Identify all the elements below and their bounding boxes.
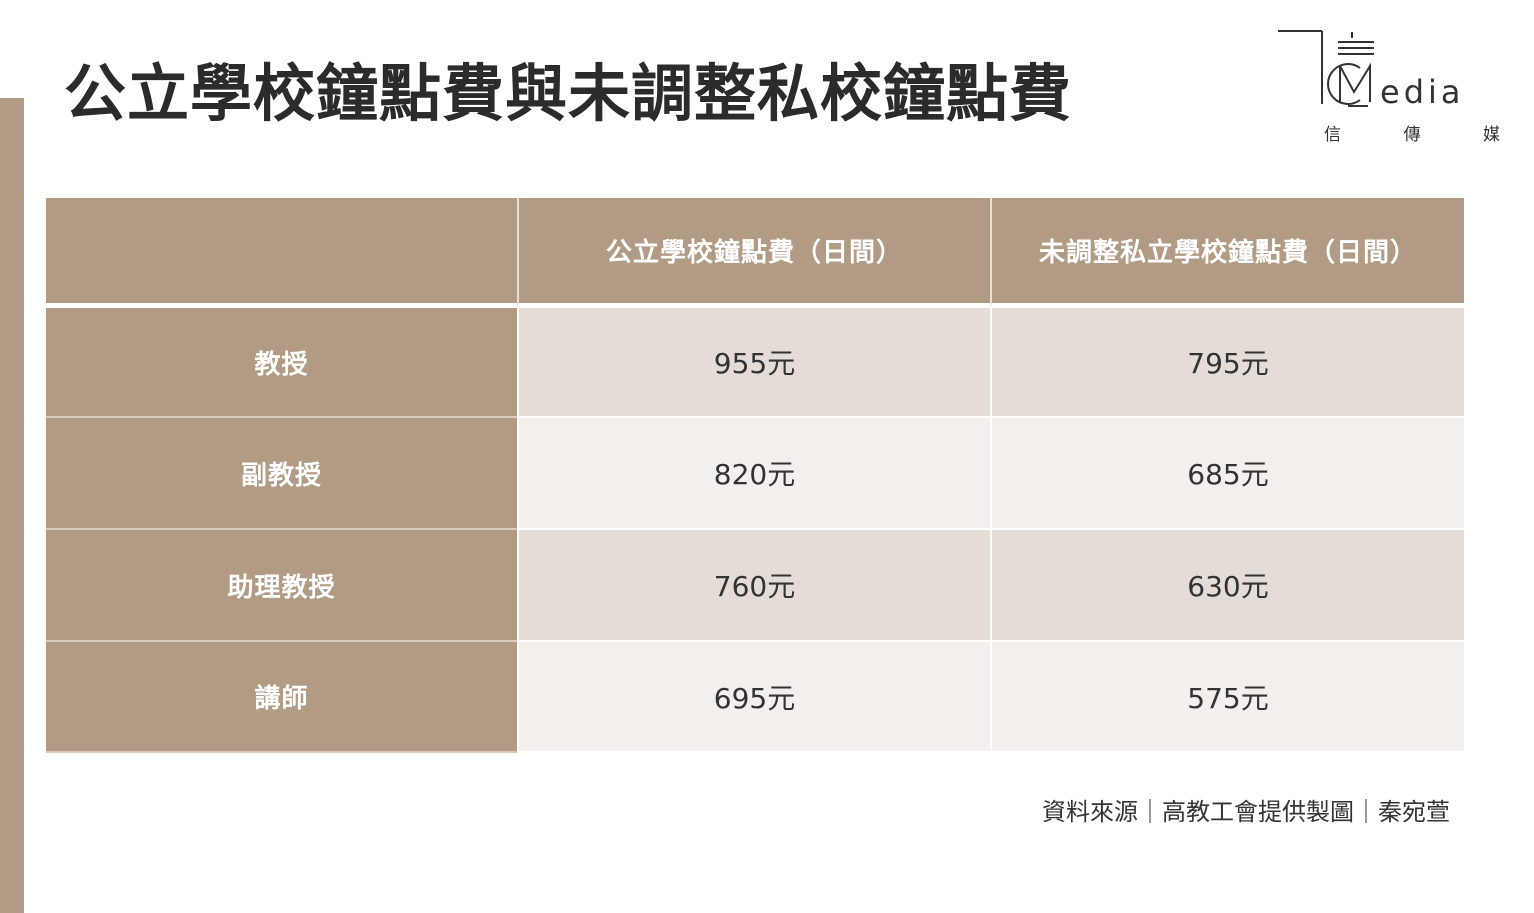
table-cell: 795元	[990, 308, 1464, 418]
page-title: 公立學校鐘點費與未調整私校鐘點費	[64, 57, 1073, 130]
row-label-assistant-professor: 助理教授	[46, 530, 517, 642]
source-note: 資料來源｜高教工會提供製圖｜秦宛萱	[1042, 798, 1450, 826]
logo-subtitle: 信 傳 媒	[1324, 120, 1500, 145]
table-cell: 630元	[990, 530, 1464, 642]
fee-table: 公立學校鐘點費（日間） 未調整私立學校鐘點費（日間） 教授 955元 795元 …	[46, 198, 1464, 753]
logo-subtitle-char: 傳	[1403, 125, 1421, 145]
svg-text:edia: edia	[1380, 73, 1465, 111]
table-header-empty	[46, 198, 517, 308]
row-label-associate-professor: 副教授	[46, 418, 517, 530]
table-cell: 955元	[517, 308, 990, 418]
table-cell: 695元	[517, 642, 990, 753]
left-accent-bar	[0, 98, 24, 913]
logo-subtitle-char: 媒	[1483, 125, 1500, 145]
table-header-public: 公立學校鐘點費（日間）	[517, 198, 990, 308]
logo-mark-icon: edia	[1278, 30, 1465, 111]
table-header-private: 未調整私立學校鐘點費（日間）	[990, 198, 1464, 308]
row-label-lecturer: 講師	[46, 642, 517, 753]
logo-subtitle-char: 信	[1324, 125, 1341, 145]
table-cell: 575元	[990, 642, 1464, 753]
row-label-professor: 教授	[46, 308, 517, 418]
table-cell: 820元	[517, 418, 990, 530]
logo: edia 信 傳 媒	[1276, 26, 1506, 148]
table-cell: 760元	[517, 530, 990, 642]
table-cell: 685元	[990, 418, 1464, 530]
